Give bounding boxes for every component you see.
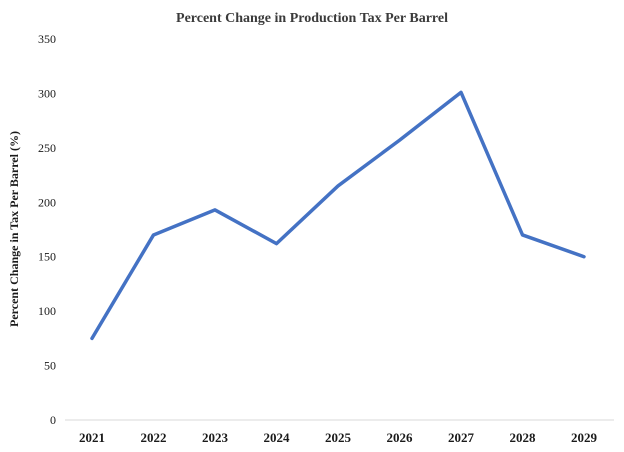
x-tick-label: 2023 bbox=[202, 430, 229, 445]
x-tick-label: 2027 bbox=[448, 430, 475, 445]
x-tick-label: 2024 bbox=[264, 430, 291, 445]
x-tick-label: 2025 bbox=[325, 430, 352, 445]
x-tick-label: 2028 bbox=[510, 430, 537, 445]
x-tick-label: 2029 bbox=[571, 430, 598, 445]
y-tick-label: 350 bbox=[38, 32, 56, 46]
y-tick-label: 150 bbox=[38, 250, 56, 264]
y-axis-title: Percent Change in Tax Per Barrel (%) bbox=[7, 131, 21, 327]
y-tick-label: 300 bbox=[38, 86, 56, 100]
y-tick-label: 50 bbox=[44, 359, 56, 373]
x-tick-label: 2021 bbox=[79, 430, 105, 445]
y-tick-label: 200 bbox=[38, 195, 56, 209]
x-tick-label: 2022 bbox=[141, 430, 167, 445]
x-tick-label: 2026 bbox=[387, 430, 414, 445]
y-tick-label: 100 bbox=[38, 304, 56, 318]
y-tick-label: 0 bbox=[50, 413, 56, 427]
data-series-line bbox=[90, 90, 586, 341]
y-tick-label: 250 bbox=[38, 141, 56, 155]
x-axis-tick-labels: 2021 2022 2023 2024 2025 2026 2027 2028 2029 bbox=[79, 430, 598, 445]
chart-title: Percent Change in Production Tax Per Bar… bbox=[176, 11, 448, 26]
y-axis-tick-labels: 0 50 100 150 200 250 300 350 bbox=[38, 32, 56, 427]
